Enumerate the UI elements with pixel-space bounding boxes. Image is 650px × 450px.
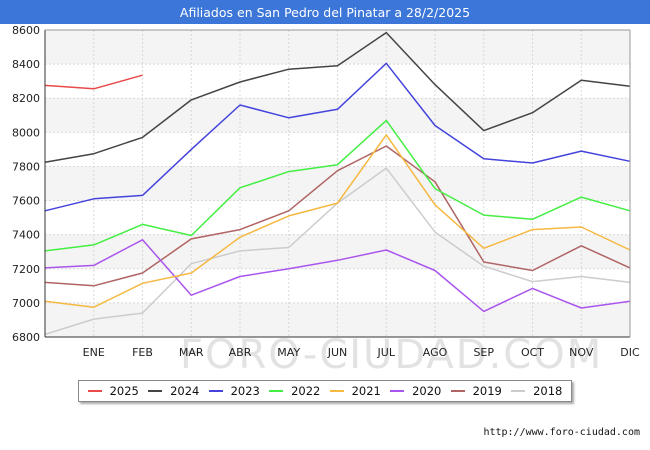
x-tick-label: FEB <box>132 346 153 359</box>
legend: 2025 2024 2023 2022 2021 2020 2019 2018 <box>78 380 572 402</box>
y-tick-label: 7800 <box>12 160 40 173</box>
source-url: http://www.foro-ciudad.com <box>483 427 640 438</box>
series-line-2024 <box>44 31 631 163</box>
x-tick-labels: ENE FEB MAR ABR MAY JUN JUL AGO SEP OCT NOV DIC <box>83 346 640 359</box>
series-line-2025 <box>44 74 143 90</box>
x-tick-label: JUL <box>377 346 396 359</box>
legend-label: 2024 <box>170 384 200 398</box>
legend-item-2019: 2019 <box>450 384 502 398</box>
x-tick-label: ENE <box>83 346 105 359</box>
legend-swatch <box>269 390 284 392</box>
chart-title: Afiliados en San Pedro del Pinatar a 28/… <box>0 0 650 24</box>
legend-label: 2025 <box>109 384 139 398</box>
legend-label: 2019 <box>472 384 502 398</box>
legend-item-2021: 2021 <box>329 384 381 398</box>
legend-label: 2021 <box>351 384 381 398</box>
legend-swatch <box>450 390 465 392</box>
legend-swatch <box>511 390 526 392</box>
legend-item-2023: 2023 <box>208 384 260 398</box>
axes <box>44 29 631 338</box>
legend-label: 2023 <box>230 384 260 398</box>
legend-label: 2022 <box>291 384 321 398</box>
x-tick-label: ABR <box>229 346 252 359</box>
series-line-2019 <box>44 145 631 287</box>
y-tick-label: 6800 <box>12 331 40 344</box>
legend-swatch <box>208 390 223 392</box>
legend-item-2020: 2020 <box>390 384 441 398</box>
y-tick-label: 7000 <box>12 297 40 310</box>
y-tick-labels: 6800 7000 7200 7400 7600 7800 8000 8200 8400 8600 <box>12 24 40 344</box>
y-tick-label: 7400 <box>12 229 40 242</box>
legend-swatch <box>87 390 102 392</box>
legend-label: 2018 <box>533 384 563 398</box>
x-tick-label: DIC <box>620 346 640 359</box>
legend-item-2024: 2024 <box>148 384 199 398</box>
y-tick-label: 8200 <box>12 92 40 105</box>
watermark: FORO-CIUDAD.COM <box>180 332 603 378</box>
x-tick-label: SEP <box>473 346 494 359</box>
legend-swatch <box>390 390 405 392</box>
y-tick-label: 7200 <box>12 263 40 276</box>
legend-item-2018: 2018 <box>511 384 562 398</box>
x-tick-label: NOV <box>569 346 594 359</box>
y-tick-label: 8600 <box>12 24 40 37</box>
legend-swatch <box>148 390 163 392</box>
y-tick-label: 7600 <box>12 195 40 208</box>
series-line-2021 <box>44 134 631 308</box>
x-tick-label: MAR <box>179 346 204 359</box>
x-tick-label: JUN <box>327 346 348 359</box>
legend-swatch <box>329 390 344 392</box>
x-tick-label: OCT <box>521 346 544 359</box>
legend-label: 2020 <box>412 384 442 398</box>
x-tick-label: MAY <box>277 346 300 359</box>
series-lines <box>44 31 631 336</box>
legend-item-2025: 2025 <box>87 384 139 398</box>
x-tick-label: AGO <box>423 346 448 359</box>
legend-item-2022: 2022 <box>269 384 320 398</box>
y-tick-label: 8000 <box>12 126 40 139</box>
series-line-2022 <box>44 119 631 252</box>
y-tick-label: 8400 <box>12 58 40 71</box>
series-line-2023 <box>44 62 631 212</box>
series-line-2020 <box>44 239 631 313</box>
